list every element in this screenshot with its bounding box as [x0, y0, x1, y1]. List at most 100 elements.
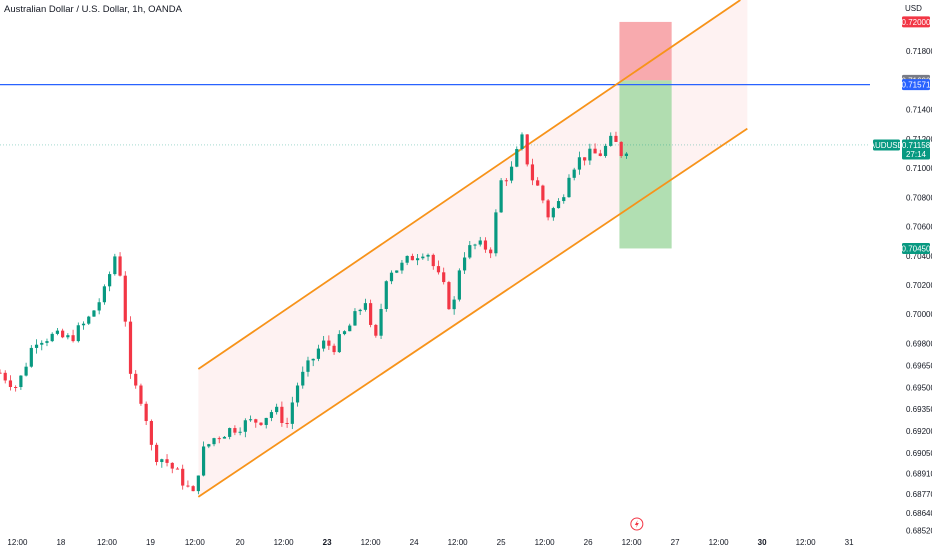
candle-body: [71, 335, 75, 342]
candle-body: [123, 275, 127, 322]
candle-body: [290, 402, 294, 424]
price-tag-label: 0.70450: [902, 244, 931, 253]
candle-body: [306, 360, 310, 372]
candle-body: [483, 240, 488, 250]
candle-body: [264, 417, 268, 425]
candle-body: [175, 468, 180, 470]
candle-body: [301, 371, 305, 386]
channel-upper-line[interactable]: [197, 0, 741, 370]
candle-body: [504, 180, 508, 182]
candle-body: [374, 324, 378, 336]
candle-body: [207, 444, 211, 447]
candle-body: [61, 330, 65, 338]
candle-body: [400, 262, 404, 271]
candle-body: [384, 281, 388, 309]
candle-body: [248, 419, 253, 421]
candle-body: [562, 197, 566, 202]
candle-body: [624, 153, 628, 156]
last-price-label: 0.71158: [902, 141, 931, 150]
candle-body: [541, 185, 545, 201]
stop-loss-zone[interactable]: [619, 21, 672, 81]
candle-body: [128, 321, 133, 374]
candle-body: [358, 309, 362, 312]
candle-body: [24, 366, 28, 376]
candle-body: [525, 134, 529, 165]
candle-body: [598, 153, 602, 156]
x-tick-label: 12:00: [448, 538, 469, 547]
x-tick-label: 26: [584, 538, 593, 547]
candle-body: [259, 422, 263, 425]
candle-body: [275, 406, 279, 413]
currency-label: USD: [905, 4, 922, 13]
candle-body: [536, 180, 540, 186]
candle-body: [50, 333, 54, 342]
take-profit-zone[interactable]: [619, 80, 672, 249]
candle-body: [468, 245, 472, 258]
countdown-label: 27:14: [906, 150, 927, 159]
price-tag-label: 0.71571: [902, 81, 931, 90]
candle-body: [327, 340, 331, 346]
candle-body: [254, 419, 258, 423]
candle-body: [40, 342, 44, 345]
x-tick-label: 12:00: [709, 538, 730, 547]
candle-body: [97, 302, 101, 311]
candle-body: [269, 412, 274, 418]
candle-body: [588, 148, 592, 161]
channel-fill: [198, 0, 748, 497]
channel-lower-line[interactable]: [197, 127, 748, 498]
price-tag-target: [902, 242, 930, 254]
x-tick-label: 19: [146, 538, 155, 547]
last-price-tag: [902, 139, 930, 160]
candle-body: [191, 486, 195, 492]
candle-body: [144, 403, 148, 422]
candle-body: [45, 341, 49, 343]
x-tick-label: 12:00: [796, 538, 817, 547]
price-tag-label: 0.72000: [902, 18, 931, 27]
candle-body: [155, 444, 159, 462]
candle-body: [160, 459, 164, 462]
candle-body: [8, 380, 13, 388]
candle-body: [201, 446, 206, 476]
candle-body: [436, 266, 441, 273]
candle-body: [165, 459, 169, 463]
candle-body: [238, 431, 242, 433]
candle-body: [222, 436, 227, 439]
candle-body: [285, 422, 289, 424]
candle-body: [478, 240, 482, 245]
x-tick-label: 12:00: [622, 538, 643, 547]
x-tick-label: 12:00: [97, 538, 118, 547]
x-tick-label: 27: [671, 538, 680, 547]
y-tick-label: 0.68520: [906, 527, 932, 536]
candle-body: [452, 299, 456, 310]
candle-body: [515, 148, 519, 167]
candle-body: [139, 385, 143, 404]
candle-body: [379, 308, 383, 336]
candle-body: [494, 212, 498, 254]
candle-body: [546, 200, 550, 218]
candle-body: [311, 358, 315, 361]
candle-body: [353, 311, 357, 326]
candle-body: [81, 323, 86, 326]
x-tick-label: 12:00: [535, 538, 556, 547]
candle-body: [337, 334, 341, 353]
candle-body: [66, 335, 70, 338]
candle-body: [108, 274, 112, 287]
candle-body: [233, 428, 237, 433]
candle-body: [332, 345, 336, 353]
candle-body: [322, 340, 326, 349]
lightning-icon-glyph: [634, 520, 639, 528]
candle-body: [447, 282, 451, 310]
candle-body: [113, 256, 117, 275]
x-tick-label: 12:00: [7, 538, 28, 547]
candle-body: [212, 438, 216, 445]
